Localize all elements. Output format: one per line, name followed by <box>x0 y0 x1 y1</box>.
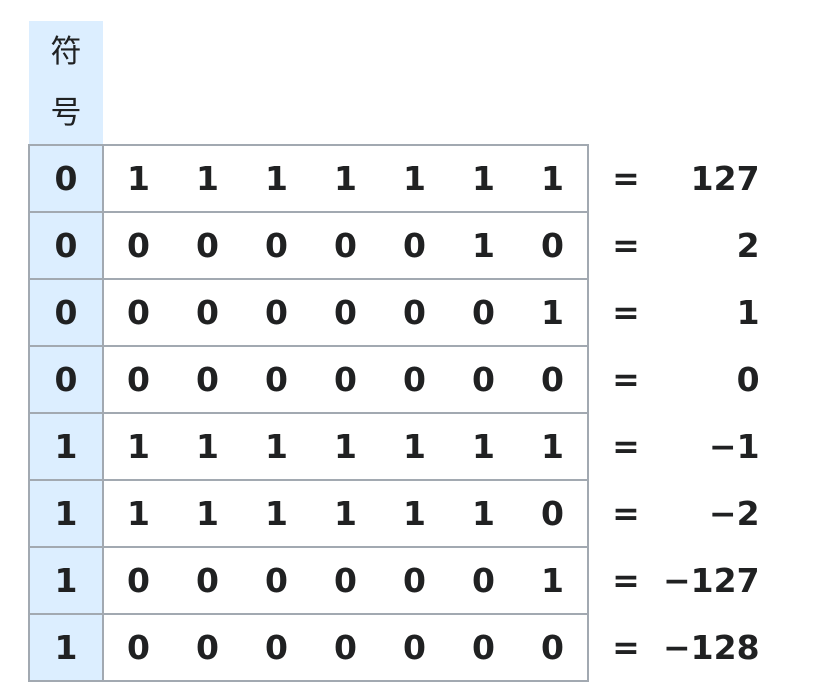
bit-cell: 0 <box>173 613 242 682</box>
bit-cell: 0 <box>449 345 518 414</box>
equals-sign: = <box>612 159 640 198</box>
table-body: 符 号 0 1 1 1 1 1 1 1 = 127 0 0 0 0 0 0 1 0 = 2 0 0 0 0 0 0 0 1 = 1 0 0 0 0… <box>28 21 760 682</box>
bit-cell: 0 <box>311 546 380 615</box>
table-row: 1 1 1 1 1 1 1 0 = −2 <box>28 479 760 548</box>
header-row: 符 号 <box>29 21 760 145</box>
bit-cell: 0 <box>103 278 173 347</box>
table-row: 0 0 0 0 0 0 1 0 = 2 <box>28 211 760 280</box>
sign-column-header: 符 号 <box>29 21 103 145</box>
sign-bit-cell: 0 <box>28 278 104 347</box>
sign-bit-cell: 1 <box>28 479 104 548</box>
bit-cell: 0 <box>242 546 311 615</box>
bit-cell: 0 <box>311 278 380 347</box>
decimal-value: 127 <box>690 159 760 198</box>
bit-cell: 1 <box>103 479 173 548</box>
bit-cell: 0 <box>449 278 518 347</box>
bit-cell: 0 <box>173 278 242 347</box>
bit-cell: 0 <box>518 613 589 682</box>
table-row: 0 0 0 0 0 0 0 1 = 1 <box>28 278 760 347</box>
bit-cell: 0 <box>518 211 589 280</box>
bit-cell: 0 <box>380 613 449 682</box>
bit-cell: 0 <box>103 211 173 280</box>
bit-cell: 0 <box>103 345 173 414</box>
table-row: 1 1 1 1 1 1 1 1 = −1 <box>28 412 760 481</box>
bit-cell: 1 <box>380 144 449 213</box>
equals-sign: = <box>612 628 640 667</box>
sign-bit-cell: 0 <box>28 144 104 213</box>
decimal-value: −128 <box>663 628 760 667</box>
bit-cell: 0 <box>242 211 311 280</box>
sign-bit-cell: 1 <box>28 546 104 615</box>
bit-cell: 0 <box>311 613 380 682</box>
decimal-value: 1 <box>736 293 760 332</box>
bit-cell: 0 <box>173 345 242 414</box>
sign-bit-cell: 0 <box>28 345 104 414</box>
equals-sign: = <box>612 427 640 466</box>
bit-cell: 1 <box>242 412 311 481</box>
bit-cell: 1 <box>173 144 242 213</box>
sign-bit-cell: 0 <box>28 211 104 280</box>
bit-cell: 0 <box>380 211 449 280</box>
sign-header-char-1: 符 <box>50 33 82 70</box>
table-row: 0 0 0 0 0 0 0 0 = 0 <box>28 345 760 414</box>
bit-cell: 0 <box>449 546 518 615</box>
equals-sign: = <box>612 494 640 533</box>
bit-cell: 0 <box>449 613 518 682</box>
bit-cell: 1 <box>449 479 518 548</box>
bit-cell: 1 <box>311 479 380 548</box>
equals-sign: = <box>612 293 640 332</box>
bit-cell: 1 <box>518 412 589 481</box>
bit-cell: 1 <box>518 278 589 347</box>
decimal-value: 0 <box>736 360 760 399</box>
bit-cell: 1 <box>518 546 589 615</box>
header-blank <box>103 21 760 145</box>
bit-cell: 1 <box>380 412 449 481</box>
bit-cell: 0 <box>380 345 449 414</box>
bit-cell: 1 <box>518 144 589 213</box>
bit-cell: 1 <box>311 144 380 213</box>
bit-cell: 0 <box>103 546 173 615</box>
bit-cell: 1 <box>449 211 518 280</box>
bit-cell: 1 <box>103 144 173 213</box>
bit-cell: 0 <box>380 546 449 615</box>
equals-sign: = <box>612 561 640 600</box>
sign-header-char-2: 号 <box>50 94 82 131</box>
bit-cell: 1 <box>103 412 173 481</box>
sign-bit-cell: 1 <box>28 613 104 682</box>
bit-cell: 1 <box>242 479 311 548</box>
bit-cell: 1 <box>173 479 242 548</box>
bit-cell: 0 <box>242 345 311 414</box>
bit-cell: 1 <box>380 479 449 548</box>
bit-cell: 0 <box>518 345 589 414</box>
bit-cell: 0 <box>242 613 311 682</box>
bit-cell: 1 <box>242 144 311 213</box>
bit-cell: 0 <box>311 345 380 414</box>
bit-cell: 1 <box>449 412 518 481</box>
bit-cell: 0 <box>173 546 242 615</box>
table-row: 0 1 1 1 1 1 1 1 = 127 <box>28 144 760 213</box>
sign-bit-cell: 1 <box>28 412 104 481</box>
equals-sign: = <box>612 226 640 265</box>
bit-cell: 0 <box>103 613 173 682</box>
decimal-value: −127 <box>663 561 760 600</box>
table-row: 1 0 0 0 0 0 0 0 = −128 <box>28 613 760 682</box>
bit-cell: 0 <box>242 278 311 347</box>
twos-complement-table-wrapper: 符 号 0 1 1 1 1 1 1 1 = 127 0 0 0 0 0 0 1 0 = 2 0 0 0 0 0 0 0 1 = 1 0 0 0 0… <box>28 21 760 682</box>
equals-sign: = <box>612 360 640 399</box>
bit-cell: 0 <box>311 211 380 280</box>
bit-cell: 1 <box>311 412 380 481</box>
bit-cell: 0 <box>173 211 242 280</box>
bit-cell: 0 <box>518 479 589 548</box>
decimal-value: −2 <box>708 494 760 533</box>
decimal-value: 2 <box>736 226 760 265</box>
decimal-value: −1 <box>708 427 760 466</box>
bit-cell: 0 <box>380 278 449 347</box>
twos-complement-table: 符 号 0 1 1 1 1 1 1 1 = 127 0 0 0 0 0 0 1 0 = 2 0 0 0 0 0 0 0 1 = 1 0 0 0 0… <box>28 21 760 682</box>
bit-cell: 1 <box>449 144 518 213</box>
table-row: 1 0 0 0 0 0 0 1 = −127 <box>28 546 760 615</box>
bit-cell: 1 <box>173 412 242 481</box>
